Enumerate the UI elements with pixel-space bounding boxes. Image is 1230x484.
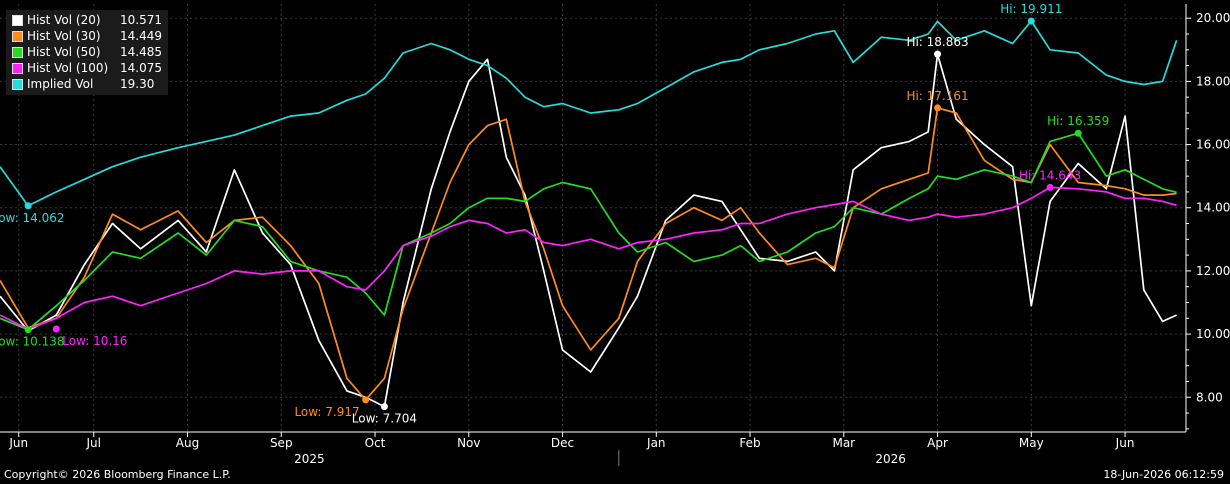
y-tick-label: 18.00 (1196, 74, 1230, 88)
y-tick-label: 10.00 (1196, 327, 1230, 341)
legend-item: Hist Vol (100) 14.075 (12, 60, 162, 76)
x-month-label: Nov (457, 436, 480, 450)
legend: Hist Vol (20) 10.571 Hist Vol (30) 14.449 Hi… (6, 10, 168, 95)
x-month-label: Jun (8, 436, 28, 450)
extreme-marker (362, 396, 370, 404)
legend-item: Hist Vol (30) 14.449 (12, 28, 162, 44)
y-tick-label: 12.00 (1196, 264, 1230, 278)
extreme-marker (1074, 129, 1082, 137)
timestamp-text: 18-Jun-2026 06:12:59 (1103, 468, 1224, 481)
legend-value: 14.485 (120, 45, 162, 59)
y-tick-label: 14.00 (1196, 201, 1230, 215)
x-month-label: Feb (739, 436, 760, 450)
x-month-label: Oct (365, 436, 386, 450)
extreme-marker (380, 403, 388, 411)
series-line (0, 20, 1178, 207)
legend-name: Hist Vol (30) (27, 29, 101, 43)
extreme-label: Hi: 19.911 (1000, 2, 1062, 16)
legend-value: 14.449 (120, 29, 162, 43)
legend-value: 19.30 (120, 77, 155, 91)
legend-swatch (12, 14, 23, 26)
extreme-marker (934, 104, 942, 112)
extreme-label: Low: 10.16 (62, 334, 127, 348)
chart-grid (0, 4, 1186, 432)
extreme-marker (1046, 183, 1054, 191)
legend-swatch (12, 62, 23, 74)
legend-item: Implied Vol 19.30 (12, 76, 162, 92)
series-line (0, 107, 1177, 401)
extreme-marker (1027, 17, 1035, 25)
series-line (0, 186, 1177, 330)
x-year-label: 2025 (294, 452, 325, 466)
extreme-label: Low: 7.917 (294, 405, 359, 419)
x-month-label: Jun (1115, 436, 1135, 450)
y-tick-label: 8.00 (1196, 390, 1223, 404)
extreme-label: Hi: 17.161 (906, 89, 968, 103)
x-month-label: Dec (551, 436, 574, 450)
legend-swatch (12, 46, 23, 58)
x-month-label: May (1019, 436, 1044, 450)
x-month-label: Apr (927, 436, 948, 450)
extreme-marker (934, 50, 942, 58)
legend-value: 10.571 (120, 13, 162, 27)
extreme-marker (24, 202, 32, 210)
legend-name: Hist Vol (50) (27, 45, 101, 59)
extreme-label: Hi: 18.863 (906, 35, 968, 49)
extreme-label: Hi: 14.643 (1019, 168, 1081, 182)
legend-item: Hist Vol (50) 14.485 (12, 44, 162, 60)
legend-name: Hist Vol (20) (27, 13, 101, 27)
series-layer (0, 20, 1178, 408)
extreme-label: Hi: 16.359 (1047, 114, 1109, 128)
legend-swatch (12, 78, 23, 90)
extreme-label: Low: 14.062 (0, 211, 65, 225)
legend-name: Hist Vol (100) (27, 61, 109, 75)
legend-swatch (12, 30, 23, 42)
extreme-marker (52, 325, 60, 333)
extreme-marker (24, 326, 32, 334)
y-tick-label: 20.00 (1196, 11, 1230, 25)
series-line (0, 53, 1177, 408)
series-line (0, 132, 1177, 331)
extreme-label: Low: 7.704 (352, 412, 417, 426)
x-month-label: Jan (646, 436, 666, 450)
legend-name: Implied Vol (27, 77, 94, 91)
x-month-label: Jul (86, 436, 101, 450)
x-month-label: Sep (270, 436, 293, 450)
x-month-label: Aug (176, 436, 199, 450)
legend-item: Hist Vol (20) 10.571 (12, 12, 162, 28)
copyright-text: Copyright© 2026 Bloomberg Finance L.P. (4, 468, 231, 481)
axis-layer: 8.00 10.00 12.00 14.00 16.00 18.00 20.00 Jun Jul… (0, 4, 1230, 466)
x-year-label: 2026 (875, 452, 906, 466)
extreme-label: Low: 10.138 (0, 335, 65, 349)
x-month-label: Mar (832, 436, 855, 450)
y-tick-label: 16.00 (1196, 138, 1230, 152)
legend-value: 14.075 (120, 61, 162, 75)
